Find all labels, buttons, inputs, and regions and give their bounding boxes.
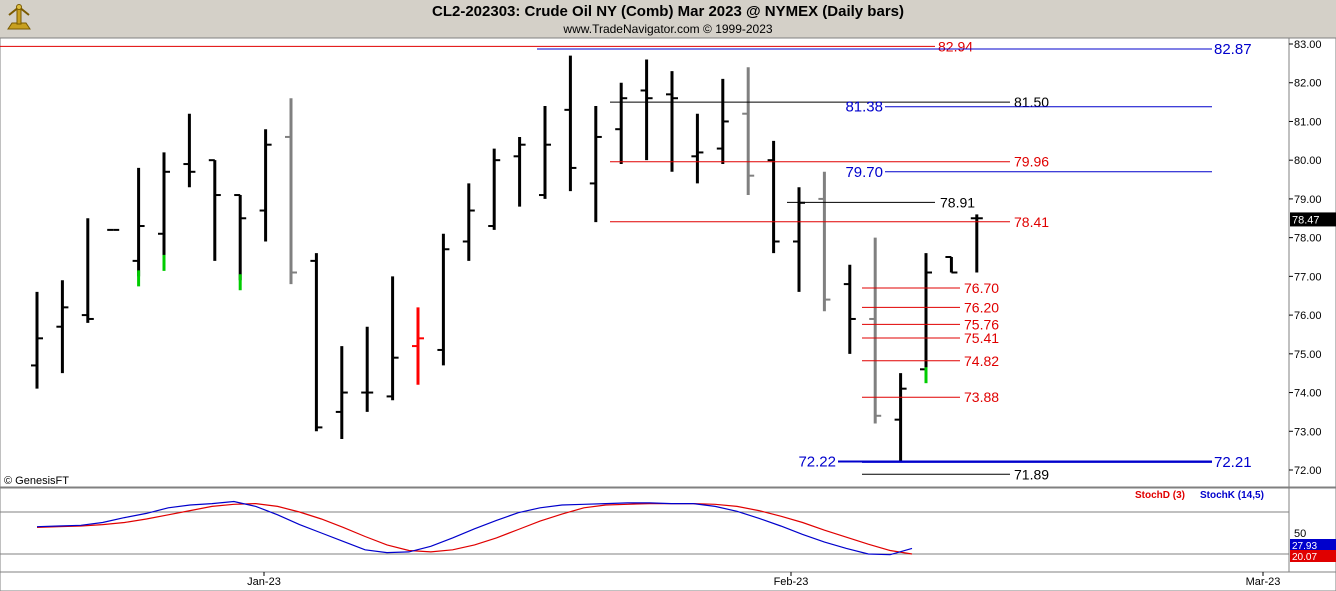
- price-axis-label: 80.00: [1294, 155, 1322, 167]
- time-axis-label: Mar-23: [1246, 576, 1281, 588]
- time-axis-label: Feb-23: [774, 576, 809, 588]
- level-label: 76.70: [964, 280, 999, 296]
- trade-navigator-logo-icon: [7, 4, 31, 30]
- price-axis-label: 76.00: [1294, 310, 1322, 322]
- price-axis-pane: [1288, 37, 1336, 488]
- price-axis-label: 79.00: [1294, 194, 1322, 206]
- stoch-d-marker: [1290, 550, 1336, 562]
- price-axis-label: 73.00: [1294, 426, 1322, 438]
- price-axis-label: 83.00: [1294, 39, 1322, 51]
- level-label: 71.89: [1014, 466, 1049, 482]
- level-label: 82.87: [1214, 41, 1252, 58]
- level-label: 74.82: [964, 353, 999, 369]
- stoch-d-line: [36, 502, 913, 555]
- level-label: 82.94: [938, 38, 973, 54]
- chart-header: CL2-202303: Crude Oil NY (Comb) Mar 2023…: [0, 0, 1336, 38]
- price-axis-label: 81.00: [1294, 116, 1322, 128]
- level-label: 75.41: [964, 330, 999, 346]
- price-axis-label: 78.00: [1294, 233, 1322, 245]
- level-label: 81.50: [1014, 94, 1049, 110]
- last-price-label: 78.47: [1292, 214, 1320, 226]
- stoch-k-line: [36, 500, 913, 556]
- level-label: 78.41: [1014, 214, 1049, 230]
- level-label: 72.21: [1214, 454, 1252, 471]
- stoch-k-legend: StochK (14,5): [1200, 490, 1264, 501]
- time-axis-label: Jan-23: [247, 576, 281, 588]
- level-label: 79.70: [845, 164, 883, 181]
- price-axis-label: 75.00: [1294, 349, 1322, 361]
- level-label: 78.91: [940, 194, 975, 210]
- time-axis-pane: [0, 571, 1336, 591]
- price-axis-label: 72.00: [1294, 465, 1322, 477]
- level-label: 73.88: [964, 389, 999, 405]
- stoch-k-last: 27.93: [1292, 541, 1317, 552]
- level-label: 72.22: [798, 453, 836, 470]
- level-label: 75.76: [964, 316, 999, 332]
- chart-subtitle: www.TradeNavigator.com © 1999-2023: [563, 22, 773, 36]
- stochastic-pane: [0, 487, 1290, 573]
- stoch-d-legend: StochD (3): [1135, 490, 1185, 501]
- level-label: 79.96: [1014, 154, 1049, 170]
- stoch-k-marker: [1290, 539, 1336, 551]
- price-axis-label: 74.00: [1294, 388, 1322, 400]
- chart-title: CL2-202303: Crude Oil NY (Comb) Mar 2023…: [432, 3, 904, 20]
- last-price-marker: [1290, 212, 1336, 227]
- level-label: 81.38: [845, 99, 883, 116]
- price-axis-label: 77.00: [1294, 271, 1322, 283]
- stoch-axis-label: 50: [1294, 528, 1306, 540]
- price-pane: [0, 37, 1290, 488]
- level-label: 76.20: [964, 299, 999, 315]
- stoch-d-last: 20.07: [1292, 552, 1317, 563]
- genesis-watermark: © GenesisFT: [4, 475, 69, 487]
- price-axis-label: 82.00: [1294, 78, 1322, 90]
